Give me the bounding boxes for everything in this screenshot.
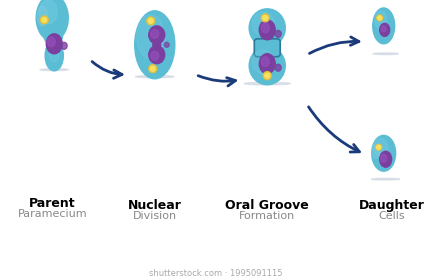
Ellipse shape	[135, 11, 174, 79]
Text: Formation: Formation	[239, 211, 295, 221]
Ellipse shape	[259, 20, 275, 40]
Ellipse shape	[43, 26, 63, 46]
Text: Oral Groove: Oral Groove	[225, 199, 309, 212]
Ellipse shape	[259, 54, 275, 74]
Ellipse shape	[380, 24, 390, 36]
Ellipse shape	[378, 16, 382, 20]
Ellipse shape	[263, 15, 268, 20]
Ellipse shape	[249, 9, 285, 47]
Ellipse shape	[275, 30, 281, 37]
Text: Paramecium: Paramecium	[17, 209, 87, 219]
Ellipse shape	[36, 0, 68, 41]
Ellipse shape	[153, 42, 161, 48]
Ellipse shape	[381, 26, 386, 32]
Ellipse shape	[42, 17, 47, 22]
Ellipse shape	[375, 11, 387, 29]
Ellipse shape	[261, 57, 269, 67]
Ellipse shape	[136, 76, 174, 78]
Ellipse shape	[372, 135, 396, 171]
Ellipse shape	[252, 12, 274, 36]
Text: Daughter: Daughter	[359, 199, 425, 212]
Ellipse shape	[40, 69, 68, 71]
Ellipse shape	[244, 82, 291, 85]
Ellipse shape	[45, 41, 63, 71]
Ellipse shape	[252, 50, 274, 74]
Ellipse shape	[263, 72, 271, 80]
Ellipse shape	[137, 15, 165, 59]
Ellipse shape	[37, 6, 47, 26]
Ellipse shape	[249, 47, 285, 85]
Ellipse shape	[151, 51, 159, 60]
Ellipse shape	[46, 34, 62, 54]
Ellipse shape	[265, 73, 270, 78]
Ellipse shape	[380, 151, 392, 167]
Ellipse shape	[261, 23, 269, 33]
Ellipse shape	[151, 29, 159, 38]
Ellipse shape	[373, 8, 394, 44]
Ellipse shape	[377, 145, 381, 149]
Ellipse shape	[49, 46, 59, 62]
Ellipse shape	[372, 144, 380, 158]
Ellipse shape	[164, 42, 169, 47]
Text: Parent: Parent	[29, 197, 75, 210]
Ellipse shape	[61, 42, 67, 49]
Ellipse shape	[149, 65, 157, 73]
Text: Division: Division	[132, 211, 177, 221]
Ellipse shape	[147, 17, 155, 25]
Ellipse shape	[261, 14, 269, 22]
Ellipse shape	[40, 16, 48, 24]
Text: Cells: Cells	[378, 211, 405, 221]
Ellipse shape	[275, 64, 281, 71]
Text: Nuclear: Nuclear	[128, 199, 182, 212]
Ellipse shape	[374, 138, 388, 156]
Text: shutterstock.com · 1995091115: shutterstock.com · 1995091115	[149, 269, 282, 278]
Ellipse shape	[149, 26, 165, 44]
Ellipse shape	[149, 46, 165, 64]
Ellipse shape	[372, 178, 400, 180]
Ellipse shape	[148, 18, 153, 24]
Ellipse shape	[39, 0, 57, 24]
Ellipse shape	[381, 154, 387, 162]
Ellipse shape	[377, 15, 383, 21]
Ellipse shape	[376, 144, 382, 150]
Ellipse shape	[150, 66, 155, 71]
Ellipse shape	[373, 53, 399, 55]
Ellipse shape	[47, 37, 55, 47]
FancyBboxPatch shape	[254, 39, 280, 57]
